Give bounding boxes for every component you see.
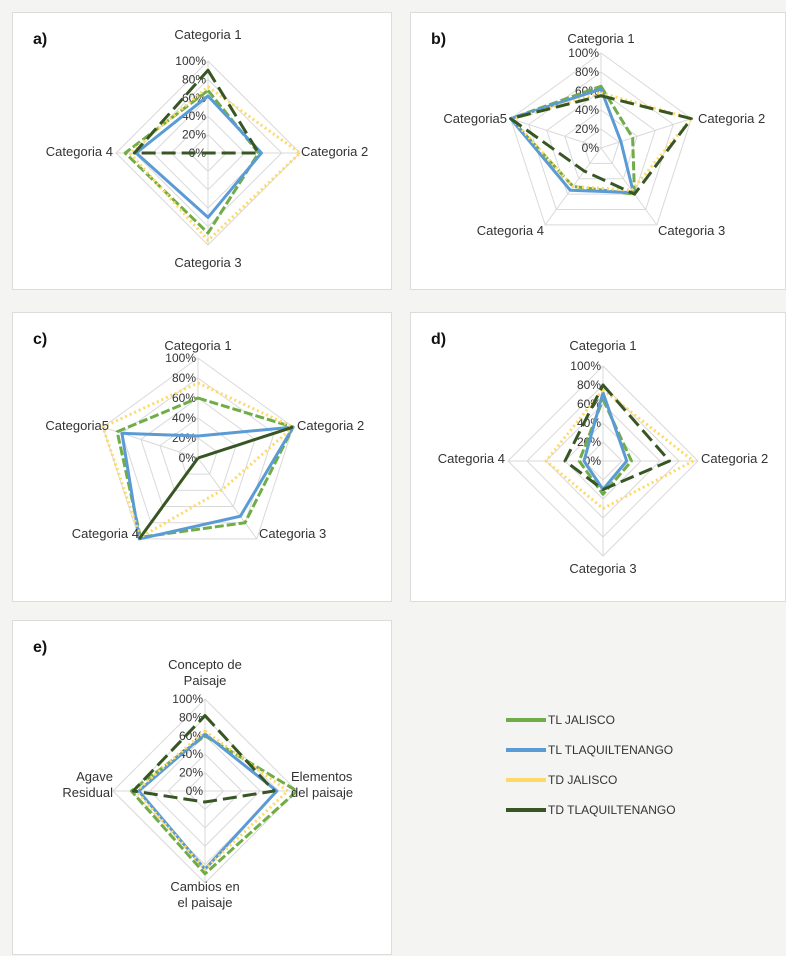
legend-item-tl-jalisco: TL JALISCO [506, 710, 615, 730]
tick-label: 20% [575, 122, 599, 136]
panel-label-d: d) [431, 331, 447, 348]
axis-spoke [600, 118, 692, 149]
chart-panel-e: 0% 20% 40% 60% 80% 100% Concepto de Paisaje Elem… [12, 620, 392, 955]
category-label: Elementos del paisaje [291, 769, 353, 800]
series-line-td-tlaquiltenango [132, 68, 261, 155]
chart-panel-c: 0% 20% 40% 60% 80% 100% Categoria 1 Categoria 2… [12, 312, 392, 602]
legend-swatch-tl-jalisco [506, 718, 546, 722]
category-label: Agave Residual [62, 769, 113, 800]
tick-label: 0% [179, 451, 197, 465]
axis-spoke [197, 457, 258, 540]
panel-label-e: e) [33, 639, 48, 656]
tick-label: 100% [172, 692, 203, 706]
tick-label: 20% [182, 128, 206, 142]
legend-label-td-jalisco: TD JALISCO [548, 773, 618, 787]
radar-chart-e: 0%20%40%60%80%100%Concepto de PaisajeElem… [62, 657, 353, 910]
axis-spoke [510, 118, 602, 149]
legend-swatch-tl-tlaquiltenango [506, 748, 546, 752]
category-label: Categoria 4 [438, 451, 505, 466]
panel-label-b: b) [431, 31, 447, 48]
series-line-tl-tlaquiltenango [120, 425, 295, 541]
category-label: Categoria 1 [174, 27, 241, 42]
legend-item-tl-tlaquiltenango: TL TLAQUILTENANGO [506, 740, 673, 760]
series-line-td-tlaquiltenango [563, 383, 671, 491]
series-line-tl-jalisco [115, 396, 295, 539]
tick-label: 80% [577, 378, 601, 392]
tick-label: 40% [172, 411, 196, 425]
category-label: Categoria 3 [259, 526, 326, 541]
category-label: Categoria 2 [701, 451, 768, 466]
category-label: Categoria 2 [698, 111, 765, 126]
category-label: Categoria 2 [297, 418, 364, 433]
axis-spoke [600, 147, 658, 226]
category-label: Categoria 3 [658, 223, 725, 238]
grid-ring [528, 71, 674, 210]
series-line-tl-tlaquiltenango [509, 87, 635, 195]
tick-label: 80% [172, 371, 196, 385]
tick-label: 40% [182, 109, 206, 123]
category-label: Categoria 4 [477, 223, 544, 238]
panel-label-a: a) [33, 31, 48, 48]
tick-label: 100% [175, 54, 206, 68]
category-label: Categoria 2 [301, 144, 368, 159]
tick-label: 100% [165, 351, 196, 365]
series-line-tl-jalisco [129, 734, 299, 876]
chart-panel-b: 0% 20% 40% 60% 80% 100% Categoria 1 Categoria 2… [410, 12, 786, 290]
series-line-td-jalisco [134, 729, 290, 871]
legend-item-td-jalisco: TD JALISCO [506, 770, 617, 790]
panel-label-c: c) [33, 331, 48, 348]
tick-label: 20% [172, 431, 196, 445]
category-label: Categoria 1 [567, 31, 634, 46]
tick-label: 100% [568, 46, 599, 60]
category-label: Categoria 4 [46, 144, 113, 159]
tick-label: 80% [575, 65, 599, 79]
grid-ring [159, 417, 237, 491]
category-label: Categoria5 [443, 111, 507, 126]
series-line-td-tlaquiltenango [137, 425, 295, 541]
legend-label-td-tlaquiltenango: TD TLAQUILTENANGO [548, 803, 676, 817]
category-label: Categoria 3 [569, 561, 636, 576]
grid-ring [546, 90, 656, 195]
tick-label: 80% [182, 72, 206, 86]
category-label: Categoria 3 [174, 255, 241, 270]
series-line-tl-tlaquiltenango [134, 94, 263, 219]
series-line-td-jalisco [128, 85, 302, 242]
chart-panel-a: 0% 20% 40% 60% 80% 100% Categoria 1 Categoria 2… [12, 12, 392, 290]
tick-label: 40% [575, 103, 599, 117]
legend-swatch-td-jalisco [506, 778, 546, 782]
tick-label: 80% [179, 710, 203, 724]
series-line-td-tlaquiltenango [131, 714, 276, 804]
series-line-tl-jalisco [577, 397, 633, 496]
tick-label: 0% [189, 146, 207, 160]
chart-legend: TL JALISCO TL TLAQUILTENANGO TD JALISCO … [506, 710, 756, 840]
grid-ring [582, 128, 620, 164]
tick-label: 0% [582, 141, 600, 155]
category-label: Cambios en el paisaje [170, 879, 239, 910]
category-label: Concepto de Paisaje [168, 657, 242, 688]
tick-label: 0% [186, 784, 204, 798]
legend-label-tl-jalisco: TL JALISCO [548, 713, 615, 727]
category-label: Categoria5 [45, 418, 109, 433]
tick-label: 20% [179, 766, 203, 780]
category-label: Categoria 1 [569, 338, 636, 353]
grid-ring [510, 52, 692, 226]
category-label: Categoria 4 [72, 526, 139, 541]
tick-label: 100% [570, 359, 601, 373]
legend-label-tl-tlaquiltenango: TL TLAQUILTENANGO [548, 743, 674, 757]
grid-ring [102, 357, 294, 540]
legend-item-td-tlaquiltenango: TD TLAQUILTENANGO [506, 800, 676, 820]
chart-panel-d: 0% 20% 40% 60% 80% 100% Categoria 1 Categoria 2… [410, 312, 786, 602]
series-line-td-tlaquiltenango [509, 94, 693, 196]
series-line-td-jalisco [544, 388, 695, 510]
category-label: Categoria 1 [164, 338, 231, 353]
legend-swatch-td-tlaquiltenango [506, 808, 546, 812]
grid-ring [178, 437, 218, 475]
